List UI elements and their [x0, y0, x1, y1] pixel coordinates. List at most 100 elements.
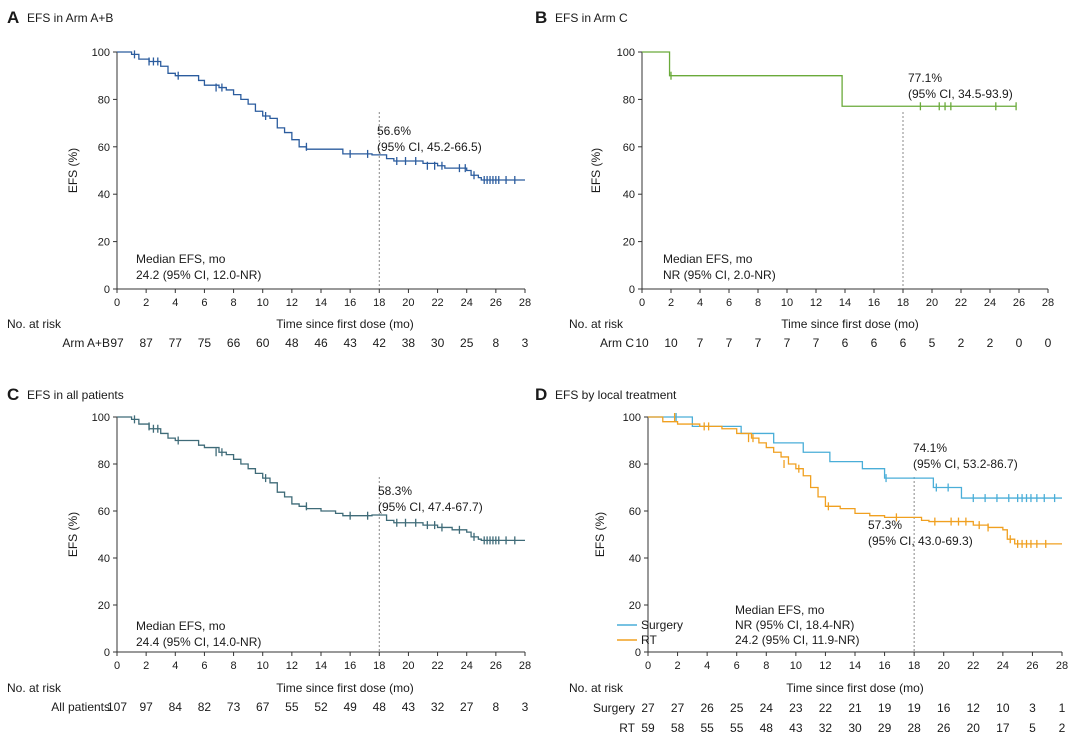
risk-count: 48 — [285, 336, 299, 350]
risk-count: 43 — [402, 700, 416, 714]
x-tick-label: 0 — [639, 297, 645, 309]
landmark-annotation-surgery: 74.1% — [913, 441, 947, 455]
risk-count: 16 — [937, 701, 951, 715]
x-tick-label: 24 — [984, 297, 996, 309]
x-tick-label: 20 — [402, 660, 414, 672]
risk-count: 7 — [726, 336, 733, 350]
x-tick-label: 4 — [697, 297, 703, 309]
risk-table-header: No. at risk — [7, 681, 62, 695]
risk-count: 8 — [493, 700, 500, 714]
panel-title: EFS in all patients — [27, 388, 124, 402]
y-axis-label: EFS (%) — [66, 512, 80, 557]
y-tick-label: 0 — [104, 284, 110, 296]
x-tick-label: 24 — [461, 297, 473, 309]
risk-count: 38 — [402, 336, 416, 350]
risk-count: 77 — [169, 336, 183, 350]
risk-count: 43 — [789, 721, 803, 735]
x-tick-label: 24 — [461, 660, 473, 672]
x-tick-label: 14 — [315, 660, 327, 672]
risk-row-label: All patients — [51, 700, 110, 714]
legend-label-surgery: Surgery — [641, 618, 683, 632]
risk-count: 46 — [314, 336, 328, 350]
y-tick-label: 20 — [629, 600, 641, 612]
risk-count: 2 — [958, 336, 965, 350]
x-tick-label: 18 — [908, 660, 920, 672]
x-tick-label: 18 — [373, 297, 385, 309]
risk-count: 21 — [848, 701, 862, 715]
landmark-annotation-surgery: (95% CI, 53.2-86.7) — [913, 457, 1018, 471]
risk-count: 32 — [819, 721, 833, 735]
risk-count: 30 — [431, 336, 445, 350]
y-tick-label: 80 — [98, 94, 110, 106]
risk-count: 26 — [700, 701, 714, 715]
risk-count: 26 — [937, 721, 951, 735]
risk-row-label: Arm A+B — [62, 336, 110, 350]
x-tick-label: 10 — [257, 297, 269, 309]
risk-count: 84 — [169, 700, 183, 714]
x-tick-label: 20 — [926, 297, 938, 309]
landmark-annotation: 77.1% — [908, 71, 942, 85]
risk-count: 30 — [848, 721, 862, 735]
risk-count: 60 — [256, 336, 270, 350]
landmark-annotation-rt: (95% CI, 43.0-69.3) — [868, 534, 973, 548]
x-tick-label: 18 — [897, 297, 909, 309]
y-tick-label: 0 — [629, 284, 635, 296]
x-tick-label: 10 — [790, 660, 802, 672]
risk-count: 25 — [730, 701, 744, 715]
x-tick-label: 4 — [704, 660, 710, 672]
x-axis-label: Time since first dose (mo) — [276, 681, 414, 695]
landmark-annotation-rt: 57.3% — [868, 518, 902, 532]
risk-count: 5 — [1029, 721, 1036, 735]
x-tick-label: 20 — [938, 660, 950, 672]
risk-count: 3 — [522, 700, 529, 714]
x-tick-label: 2 — [675, 660, 681, 672]
x-tick-label: 20 — [402, 297, 414, 309]
risk-count: 2 — [987, 336, 994, 350]
x-tick-label: 8 — [763, 660, 769, 672]
risk-count: 73 — [227, 700, 241, 714]
x-tick-label: 2 — [143, 297, 149, 309]
risk-count: 42 — [373, 336, 387, 350]
y-tick-label: 80 — [98, 459, 110, 471]
risk-count: 19 — [907, 701, 921, 715]
x-axis-label: Time since first dose (mo) — [786, 681, 924, 695]
x-tick-label: 2 — [143, 660, 149, 672]
y-tick-label: 80 — [623, 94, 635, 106]
risk-count: 17 — [996, 721, 1010, 735]
y-axis-label: EFS (%) — [589, 148, 603, 193]
risk-count: 22 — [819, 701, 833, 715]
y-tick-label: 20 — [98, 600, 110, 612]
median-efs-text: Median EFS, mo — [136, 619, 226, 633]
km-curve-rt — [648, 416, 1062, 545]
risk-count: 55 — [730, 721, 744, 735]
landmark-annotation: (95% CI, 45.2-66.5) — [377, 140, 482, 154]
y-tick-label: 20 — [98, 237, 110, 249]
x-tick-label: 12 — [810, 297, 822, 309]
x-tick-label: 6 — [734, 660, 740, 672]
y-tick-label: 100 — [623, 412, 641, 424]
x-tick-label: 22 — [955, 297, 967, 309]
panel-title: EFS in Arm A+B — [27, 11, 113, 25]
x-tick-label: 2 — [668, 297, 674, 309]
x-tick-label: 26 — [490, 660, 502, 672]
x-tick-label: 22 — [967, 660, 979, 672]
risk-count: 107 — [107, 700, 127, 714]
x-tick-label: 6 — [726, 297, 732, 309]
x-tick-label: 28 — [1042, 297, 1054, 309]
y-tick-label: 40 — [98, 189, 110, 201]
risk-count: 0 — [1045, 336, 1052, 350]
risk-count: 3 — [522, 336, 529, 350]
risk-count: 7 — [784, 336, 791, 350]
risk-count: 3 — [1029, 701, 1036, 715]
y-tick-label: 80 — [629, 459, 641, 471]
panel-letter: B — [535, 8, 547, 27]
x-tick-label: 0 — [114, 297, 120, 309]
x-tick-label: 0 — [114, 660, 120, 672]
y-tick-label: 100 — [617, 47, 635, 59]
risk-count: 23 — [789, 701, 803, 715]
risk-count: 7 — [813, 336, 820, 350]
risk-count: 8 — [493, 336, 500, 350]
risk-count: 28 — [907, 721, 921, 735]
